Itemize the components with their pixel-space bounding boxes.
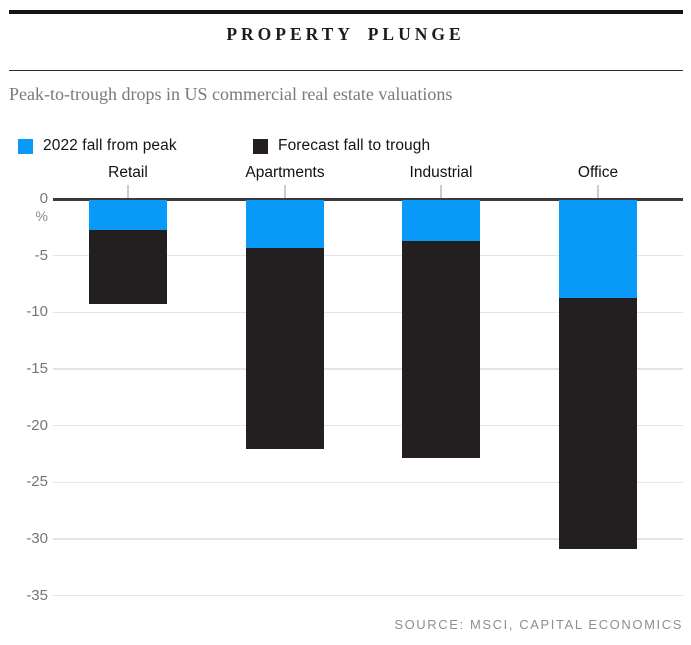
category-label-office: Office xyxy=(577,164,619,181)
header-divider xyxy=(9,70,683,72)
chart-plot: 0 -5 -10 -15 -20 -25 -30 -35% Retail Apartments In… xyxy=(0,160,691,615)
y-axis-tick-label--35: -35 xyxy=(26,586,48,604)
source-credit: SOURCE: MSCI, CAPITAL ECONOMICS xyxy=(394,617,683,632)
gridline--20 xyxy=(53,424,683,427)
category-label-retail: Retail xyxy=(108,164,148,181)
category-label-industrial: Industrial xyxy=(409,164,473,181)
legend-label: 2022 fall from peak xyxy=(43,137,177,154)
chart-title: PROPERTY PLUNGE xyxy=(226,24,465,44)
category-tick-retail xyxy=(127,185,129,198)
gridline--30 xyxy=(53,538,683,540)
category-tick-apartments xyxy=(284,185,286,198)
bar-segment-office-forecast-fall xyxy=(559,297,637,550)
category-tick-industrial xyxy=(440,185,442,198)
y-axis-tick-label--5: -5 xyxy=(34,246,48,264)
bar-segment-industrial-forecast-fall xyxy=(402,240,480,459)
gridline--35 xyxy=(53,594,683,597)
top-rule xyxy=(9,10,683,14)
category-label-apartments: Apartments xyxy=(245,164,325,181)
category-tick-office xyxy=(597,185,599,198)
bar-segment-retail-forecast-fall xyxy=(89,229,167,305)
bar-segment-apartments-2022-fall xyxy=(246,200,324,248)
bar-segment-retail-2022-fall xyxy=(89,200,167,230)
legend-swatch-blue xyxy=(18,138,33,154)
gridline--25 xyxy=(53,481,683,483)
y-axis-tick-label--15: -15 xyxy=(26,359,48,377)
bar-segment-office-2022-fall xyxy=(559,200,637,298)
y-axis-tick-label--25: -25 xyxy=(26,473,48,491)
y-axis-tick-label--20: -20 xyxy=(26,416,48,434)
legend-item-forecast-fall: Forecast fall to trough xyxy=(253,137,430,155)
gridline--10 xyxy=(53,311,683,314)
legend-label: Forecast fall to trough xyxy=(278,137,431,154)
gridline--15 xyxy=(53,368,683,370)
y-axis-tick-label-0: 0 xyxy=(39,190,48,207)
bar-segment-apartments-forecast-fall xyxy=(246,247,324,450)
y-axis-tick-label--10: -10 xyxy=(26,303,48,321)
chart-subtitle: Peak-to-trough drops in US commercial re… xyxy=(9,84,453,104)
gridline--5 xyxy=(53,254,683,257)
legend: 2022 fall from peak Forecast fall to tro… xyxy=(0,137,691,155)
bar-segment-industrial-2022-fall xyxy=(402,200,480,241)
legend-item-2022-fall: 2022 fall from peak xyxy=(18,137,177,155)
zero-baseline xyxy=(53,198,683,201)
y-axis-tick-label--30: -30 xyxy=(26,529,48,547)
y-axis-unit-label: % xyxy=(35,208,48,224)
legend-swatch-black xyxy=(253,138,268,154)
